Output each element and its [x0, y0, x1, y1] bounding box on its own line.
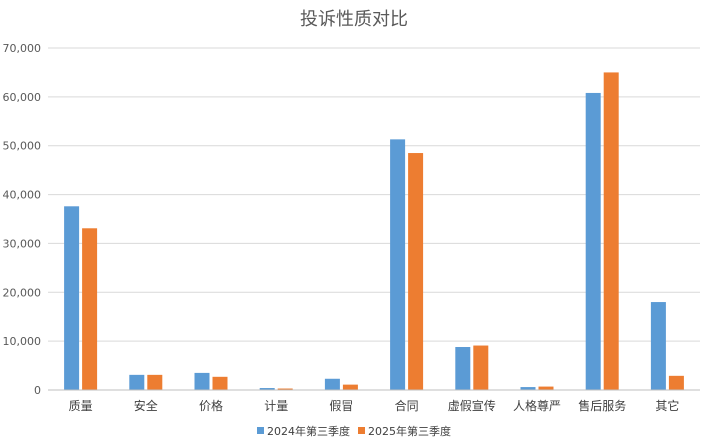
legend-label-2025: 2025年第三季度: [368, 424, 451, 438]
x-category-label: 质量: [69, 399, 93, 413]
bar-2025-6: [473, 345, 489, 390]
bar-2024-7: [520, 387, 536, 390]
x-category-label: 虚假宣传: [448, 398, 496, 413]
chart-title: 投诉性质对比: [300, 9, 408, 30]
x-category-label: 合同: [395, 398, 419, 413]
bar-2025-4: [342, 384, 358, 390]
bar-2024-0: [64, 206, 80, 390]
legend: 2024年第三季度 2025年第三季度: [257, 424, 451, 438]
bar-2025-9: [668, 375, 684, 390]
y-tick-label: 40,000: [3, 189, 42, 202]
y-axis-ticks: 0 10,000 20,000 30,000 40,000 50,000 60,000 70,…: [3, 42, 42, 397]
y-tick-label: 10,000: [3, 335, 42, 348]
x-category-label: 安全: [134, 398, 158, 413]
x-category-label: 其它: [655, 398, 679, 413]
x-category-label: 售后服务: [578, 398, 626, 413]
x-category-label: 假冒: [329, 399, 353, 413]
bar-2025-5: [408, 153, 424, 390]
bars: [64, 72, 684, 390]
y-tick-label: 30,000: [3, 237, 42, 250]
y-tick-label: 0: [34, 384, 41, 397]
x-axis-categories: 质量 安全 价格 计量 假冒 合同 虚假宣传 人格尊严 售后服务 其它: [69, 398, 680, 413]
bar-2025-8: [603, 72, 619, 390]
bar-2025-3: [277, 388, 293, 390]
bar-2024-5: [390, 139, 406, 390]
bar-2025-7: [538, 386, 554, 390]
bar-2025-1: [147, 374, 163, 390]
bar-2025-0: [82, 228, 98, 390]
x-category-label: 人格尊严: [513, 398, 561, 413]
gridlines: [48, 47, 700, 342]
x-category-label: 价格: [199, 398, 223, 413]
bar-2024-2: [194, 372, 210, 390]
bar-2024-9: [650, 302, 666, 390]
y-tick-label: 50,000: [3, 140, 42, 153]
y-tick-label: 70,000: [3, 42, 42, 55]
y-tick-label: 20,000: [3, 286, 42, 299]
bar-2024-4: [324, 378, 340, 390]
legend-swatch-2024: [257, 427, 264, 434]
legend-label-2024: 2024年第三季度: [267, 424, 350, 438]
bar-2024-1: [129, 374, 145, 390]
x-category-label: 计量: [264, 399, 288, 413]
y-tick-label: 60,000: [3, 91, 42, 104]
bar-2025-2: [212, 376, 228, 390]
legend-swatch-2025: [358, 427, 365, 434]
bar-2024-3: [259, 388, 275, 390]
bar-2024-8: [585, 92, 601, 390]
bar-2024-6: [455, 347, 471, 390]
